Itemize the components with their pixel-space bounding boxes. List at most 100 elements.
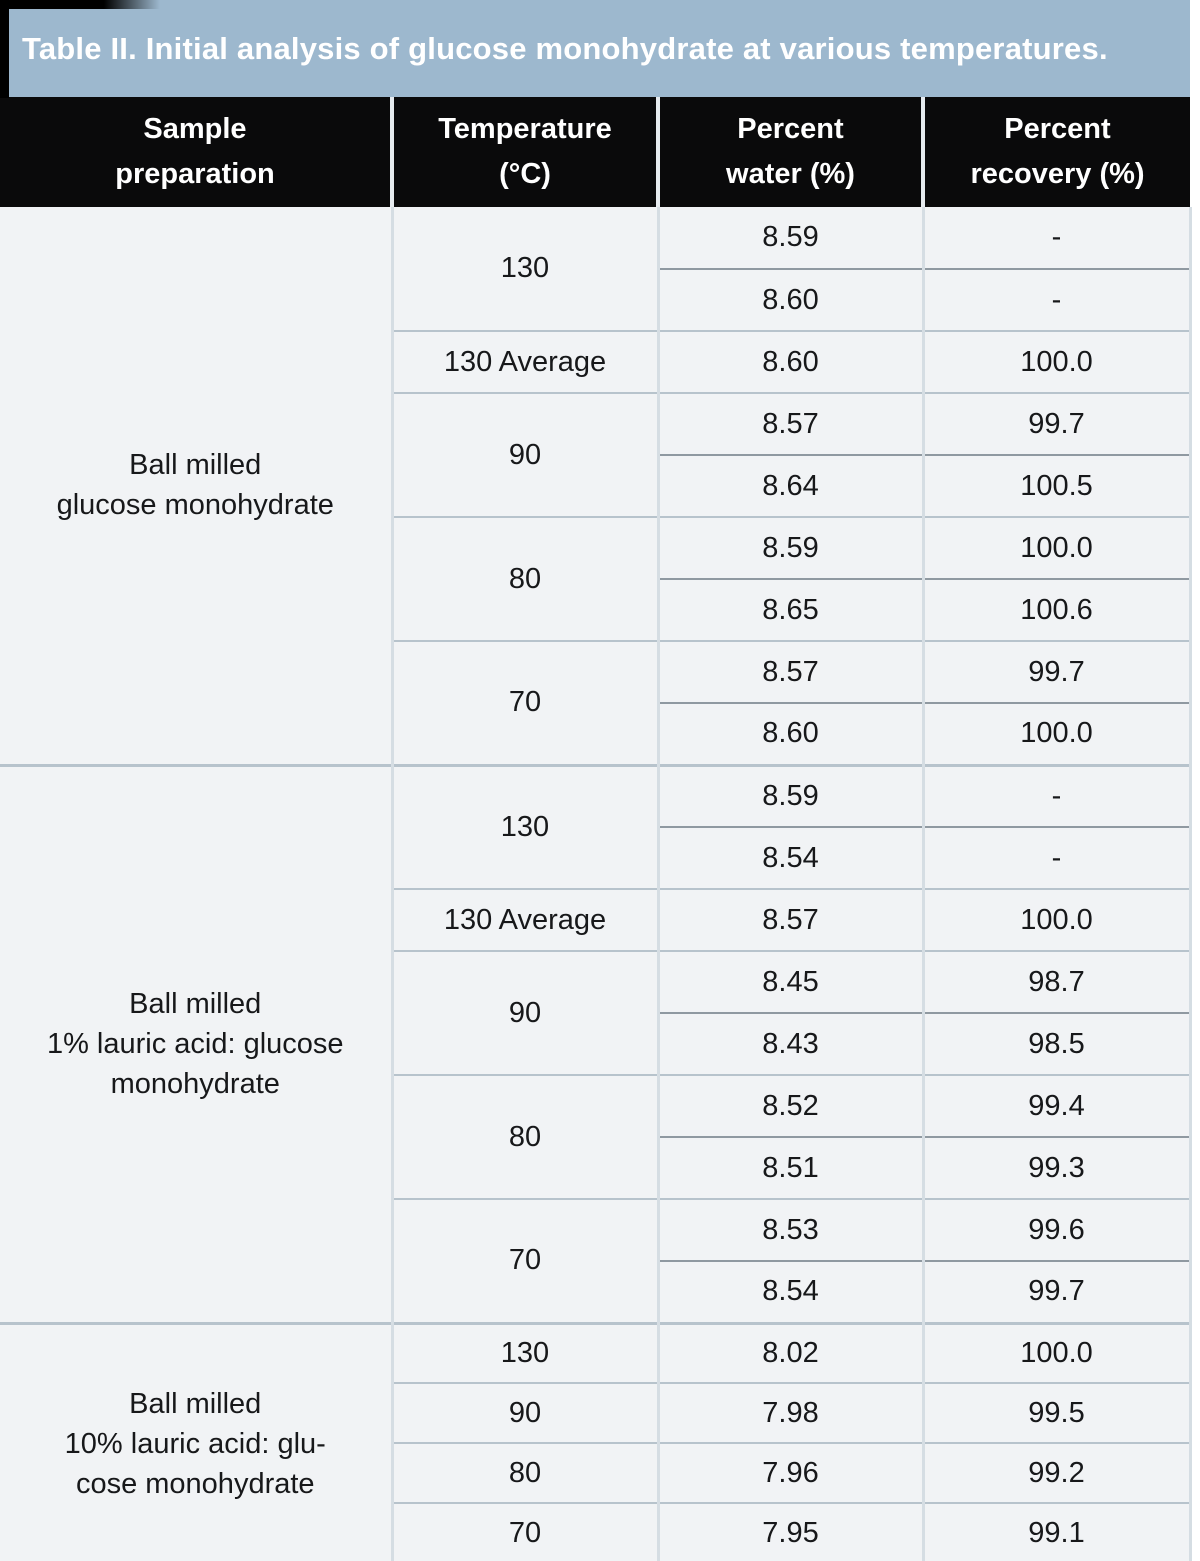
percent-recovery-cell: 100.0	[921, 702, 1192, 765]
header-line: Percent	[1004, 113, 1111, 145]
percent-recovery-cell: 100.5	[921, 454, 1192, 517]
table-row: Ball milled glucose monohydrate 130 8.59-	[0, 207, 1192, 765]
percent-recovery-cell: -	[921, 268, 1192, 331]
header-line: Sample	[143, 113, 247, 145]
sample-preparation-cell: Ball milled 10% lauric acid: glu-cose mon…	[0, 1321, 392, 1561]
percent-water-cell: 8.54	[656, 826, 923, 889]
percent-recovery-cell: 100.0	[921, 1321, 1192, 1383]
percent-water-cell: 8.52	[656, 1074, 923, 1137]
table-row: 8.60 100.0	[0, 702, 1192, 765]
percent-water-cell: 8.59	[656, 763, 923, 827]
percent-recovery-cell: 100.6	[921, 578, 1192, 641]
top-border-artifact	[0, 0, 160, 9]
percent-recovery-cell: -	[921, 826, 1192, 889]
percent-water-cell: 8.51	[656, 1136, 923, 1199]
table-row: 80 7.96 99.2	[0, 1442, 1192, 1503]
table-row: 80 8.52 99.4	[0, 1074, 1192, 1199]
percent-recovery-cell: 98.5	[921, 1012, 1192, 1075]
column-header-percent-recovery: Percent recovery (%)	[921, 97, 1190, 207]
percent-recovery-cell: -	[921, 207, 1192, 269]
percent-recovery-cell: 99.4	[921, 1074, 1192, 1137]
percent-water-cell: 8.59	[656, 207, 923, 269]
percent-recovery-cell: 99.5	[921, 1382, 1192, 1443]
percent-water-cell: 8.02	[656, 1321, 923, 1383]
percent-recovery-cell: 99.2	[921, 1442, 1192, 1503]
table-row: 8.54 99.7	[0, 1260, 1192, 1323]
percent-water-cell: 8.57	[656, 392, 923, 455]
percent-recovery-cell: 98.7	[921, 950, 1192, 1013]
temperature-cell: 130	[390, 763, 658, 889]
percent-water-cell: 8.64	[656, 454, 923, 517]
table-row: Ball milled 10% lauric acid: glu-cose mon…	[0, 1321, 1192, 1561]
percent-water-cell: 8.54	[656, 1260, 923, 1323]
table-row: Ball milled 1% lauric acid: glucose monohy…	[0, 763, 1192, 1323]
sample-preparation-cell: Ball milled 1% lauric acid: glucose monohy…	[0, 763, 392, 1323]
table-title: Table II. Initial analysis of glucose mo…	[22, 30, 1108, 66]
percent-water-cell: 7.98	[656, 1382, 923, 1443]
data-table: Sample preparation Temperature (°C) Perc…	[0, 97, 1192, 1561]
percent-water-cell: 8.65	[656, 578, 923, 641]
table-row: 90 8.45 98.7	[0, 950, 1192, 1075]
table-row: 8.64 100.5	[0, 454, 1192, 517]
sample-preparation-cell: Ball milled glucose monohydrate	[0, 207, 392, 765]
header-line: Percent	[737, 113, 844, 145]
percent-recovery-cell: 100.0	[921, 888, 1192, 951]
percent-recovery-cell: 99.7	[921, 640, 1192, 703]
percent-recovery-cell: 99.7	[921, 392, 1192, 455]
table-row: 8.54-	[0, 826, 1192, 889]
temperature-cell: 90	[390, 950, 658, 1075]
percent-recovery-cell: 100.0	[921, 330, 1192, 393]
table-body: Ball milled glucose monohydrate 130 8.59-8.…	[0, 207, 1192, 1561]
percent-water-cell: 7.95	[656, 1502, 923, 1561]
temperature-cell: 90	[390, 1382, 658, 1443]
table-row: 70 7.95 99.1	[0, 1502, 1192, 1561]
temperature-cell: 80	[390, 1074, 658, 1199]
temperature-cell: 70	[390, 640, 658, 765]
table-row: 70 8.57 99.7	[0, 640, 1192, 765]
table-row: 130 Average 8.57 100.0	[0, 888, 1192, 951]
table-row: 8.51 99.3	[0, 1136, 1192, 1199]
table-row: 8.60-	[0, 268, 1192, 331]
column-header-percent-water: Percent water (%)	[656, 97, 923, 207]
percent-recovery-cell: 100.0	[921, 516, 1192, 579]
header-line: (°C)	[499, 158, 551, 190]
percent-water-cell: 8.59	[656, 516, 923, 579]
table-row: 8.43 98.5	[0, 1012, 1192, 1075]
temperature-cell: 70	[390, 1502, 658, 1561]
temperature-cell: 80	[390, 516, 658, 641]
left-border-artifact	[0, 0, 9, 98]
percent-recovery-cell: 99.1	[921, 1502, 1192, 1561]
temperature-cell: 130 Average	[390, 888, 658, 951]
header-line: water (%)	[726, 158, 855, 190]
temperature-cell: 70	[390, 1198, 658, 1323]
table-row: 90 8.57 99.7	[0, 392, 1192, 517]
percent-water-cell: 8.57	[656, 888, 923, 951]
percent-recovery-cell: -	[921, 763, 1192, 827]
percent-water-cell: 8.57	[656, 640, 923, 703]
percent-water-cell: 8.60	[656, 702, 923, 765]
table-header: Sample preparation Temperature (°C) Perc…	[0, 97, 1190, 207]
percent-water-cell: 7.96	[656, 1442, 923, 1503]
temperature-cell: 130	[390, 207, 658, 331]
header-row: Sample preparation Temperature (°C) Perc…	[0, 97, 1190, 207]
table-row: 8.65 100.6	[0, 578, 1192, 641]
table-row: 70 8.53 99.6	[0, 1198, 1192, 1323]
percent-water-cell: 8.45	[656, 950, 923, 1013]
table-row: 80 8.59 100.0	[0, 516, 1192, 641]
percent-water-cell: 8.43	[656, 1012, 923, 1075]
temperature-cell: 90	[390, 392, 658, 517]
temperature-cell: 130 Average	[390, 330, 658, 393]
temperature-cell: 80	[390, 1442, 658, 1503]
header-line: recovery (%)	[970, 158, 1145, 190]
header-line: preparation	[115, 158, 275, 190]
column-header-sample-preparation: Sample preparation	[0, 97, 392, 207]
table-row: 130 Average 8.60 100.0	[0, 330, 1192, 393]
percent-recovery-cell: 99.7	[921, 1260, 1192, 1323]
percent-water-cell: 8.53	[656, 1198, 923, 1261]
percent-recovery-cell: 99.6	[921, 1198, 1192, 1261]
table-title-bar: Table II. Initial analysis of glucose mo…	[0, 0, 1190, 97]
temperature-cell: 130	[390, 1321, 658, 1383]
percent-water-cell: 8.60	[656, 330, 923, 393]
